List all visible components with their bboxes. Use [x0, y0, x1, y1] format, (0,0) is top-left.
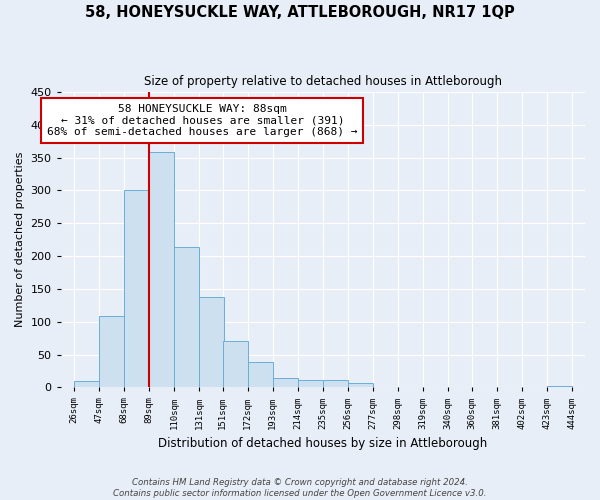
Bar	[547, 386, 572, 388]
Bar	[348, 383, 373, 388]
Bar	[199, 298, 224, 388]
Text: 58 HONEYSUCKLE WAY: 88sqm
← 31% of detached houses are smaller (391)
68% of semi: 58 HONEYSUCKLE WAY: 88sqm ← 31% of detac…	[47, 104, 358, 137]
Bar	[74, 382, 99, 388]
Text: 58, HONEYSUCKLE WAY, ATTLEBOROUGH, NR17 1QP: 58, HONEYSUCKLE WAY, ATTLEBOROUGH, NR17 …	[85, 5, 515, 20]
Bar	[323, 380, 348, 388]
Bar	[273, 378, 298, 388]
Bar	[174, 247, 199, 388]
Title: Size of property relative to detached houses in Attleborough: Size of property relative to detached ho…	[144, 75, 502, 88]
Bar	[99, 316, 124, 388]
Text: Contains HM Land Registry data © Crown copyright and database right 2024.
Contai: Contains HM Land Registry data © Crown c…	[113, 478, 487, 498]
Bar	[248, 362, 273, 388]
Bar	[124, 190, 149, 388]
Bar	[149, 152, 174, 388]
Bar	[223, 342, 248, 388]
X-axis label: Distribution of detached houses by size in Attleborough: Distribution of detached houses by size …	[158, 437, 487, 450]
Bar	[298, 380, 323, 388]
Y-axis label: Number of detached properties: Number of detached properties	[15, 152, 25, 328]
